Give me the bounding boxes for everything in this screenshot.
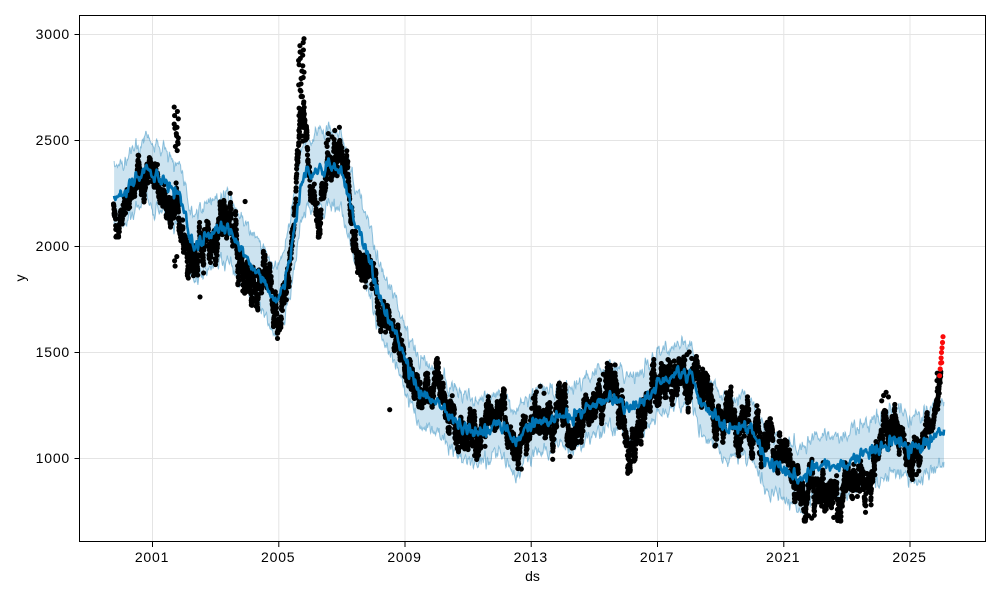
svg-text:2009: 2009 [387,549,421,565]
svg-text:2001: 2001 [135,549,169,565]
svg-text:2021: 2021 [766,549,800,565]
svg-text:y: y [12,275,28,282]
svg-text:ds: ds [525,568,540,584]
svg-text:3000: 3000 [36,26,70,42]
svg-text:2025: 2025 [892,549,926,565]
svg-text:1500: 1500 [36,344,70,360]
svg-text:2005: 2005 [261,549,295,565]
svg-text:2500: 2500 [36,132,70,148]
svg-text:2017: 2017 [640,549,674,565]
svg-text:2013: 2013 [514,549,548,565]
svg-text:1000: 1000 [36,450,70,466]
svg-text:2000: 2000 [36,238,70,254]
